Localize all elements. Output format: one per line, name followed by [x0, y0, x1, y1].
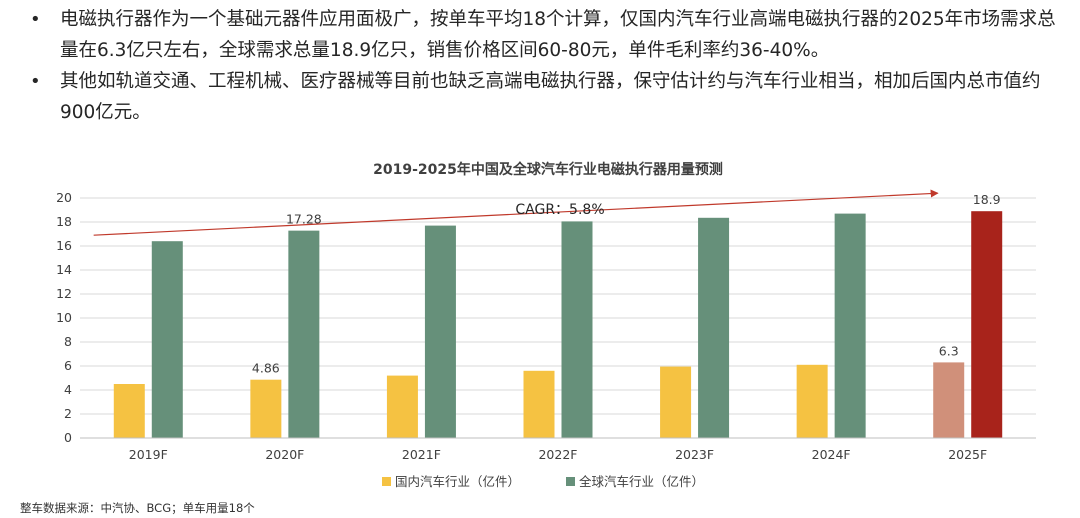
- y-tick-label: 0: [64, 430, 72, 445]
- chart-title: 2019-2025年中国及全球汽车行业电磁执行器用量预测: [373, 161, 723, 178]
- bar-domestic: [660, 366, 692, 438]
- x-tick-label: 2019F: [129, 447, 168, 462]
- legend-swatch: [382, 477, 391, 486]
- source-footnote: 整车数据来源：中汽协、BCG；单车用量18个: [20, 501, 255, 515]
- x-tick-label: 2022F: [538, 447, 577, 462]
- bar-global: [288, 230, 320, 438]
- legend-label: 国内汽车行业（亿件）: [395, 474, 520, 489]
- x-tick-label: 2023F: [675, 447, 714, 462]
- y-tick-label: 8: [64, 334, 72, 349]
- x-tick-label: 2024F: [812, 447, 851, 462]
- bar-domestic: [796, 364, 828, 438]
- bar-domestic: [113, 384, 145, 438]
- data-label: 4.86: [252, 361, 280, 376]
- cagr-trend-arrow: [93, 189, 939, 236]
- legend-label: 全球汽车行业（亿件）: [579, 474, 704, 489]
- bullet-text: 其他如轨道交通、工程机械、医疗器械等目前也缺乏高端电磁执行器，保守估计约与汽车行…: [60, 71, 1041, 123]
- bar-domestic: [523, 370, 555, 438]
- bar-global: [698, 217, 730, 438]
- bullet-dot-icon: •: [30, 9, 41, 30]
- data-label: 18.9: [973, 192, 1001, 207]
- bar-global: [834, 213, 866, 438]
- y-tick-label: 10: [56, 310, 72, 325]
- bullet-item: • 电磁执行器作为一个基础元器件应用面极广，按单车平均18个计算，仅国内汽车行业…: [30, 4, 1070, 66]
- data-label: 6.3: [939, 343, 959, 358]
- bullet-list: • 电磁执行器作为一个基础元器件应用面极广，按单车平均18个计算，仅国内汽车行业…: [30, 4, 1070, 128]
- bar-domestic: [933, 362, 965, 438]
- bullet-item: • 其他如轨道交通、工程机械、医疗器械等目前也缺乏高端电磁执行器，保守估计约与汽…: [30, 66, 1070, 128]
- bullet-dot-icon: •: [30, 71, 41, 92]
- x-tick-label: 2020F: [265, 447, 304, 462]
- data-label: 17.28: [286, 212, 322, 227]
- y-tick-label: 14: [56, 262, 72, 277]
- x-tick-label: 2021F: [402, 447, 441, 462]
- y-tick-label: 4: [64, 382, 72, 397]
- bar-domestic: [250, 379, 282, 438]
- y-tick-label: 16: [56, 238, 72, 253]
- x-tick-label: 2025F: [948, 447, 987, 462]
- y-tick-label: 12: [56, 286, 72, 301]
- bar-domestic: [386, 375, 418, 438]
- y-tick-label: 6: [64, 358, 72, 373]
- bar-global: [151, 241, 183, 438]
- bar-chart: 2019-2025年中国及全球汽车行业电磁执行器用量预测 0 2 4 6 8 10 12 14…: [56, 161, 1036, 489]
- bullet-text: 电磁执行器作为一个基础元器件应用面极广，按单车平均18个计算，仅国内汽车行业高端…: [60, 9, 1056, 61]
- legend-swatch: [566, 477, 575, 486]
- y-tick-label: 20: [56, 190, 72, 205]
- bar-global: [424, 225, 456, 438]
- bar-global: [561, 221, 593, 438]
- y-tick-label: 18: [56, 214, 72, 229]
- y-tick-label: 2: [64, 406, 72, 421]
- bar-global: [971, 211, 1003, 438]
- cagr-annotation: CAGR：5.8%: [515, 202, 604, 218]
- plot-area: 0 2 4 6 8 10 12 14 16 18 20 2019F 2020F 2021F 2022F 202…: [56, 189, 1036, 489]
